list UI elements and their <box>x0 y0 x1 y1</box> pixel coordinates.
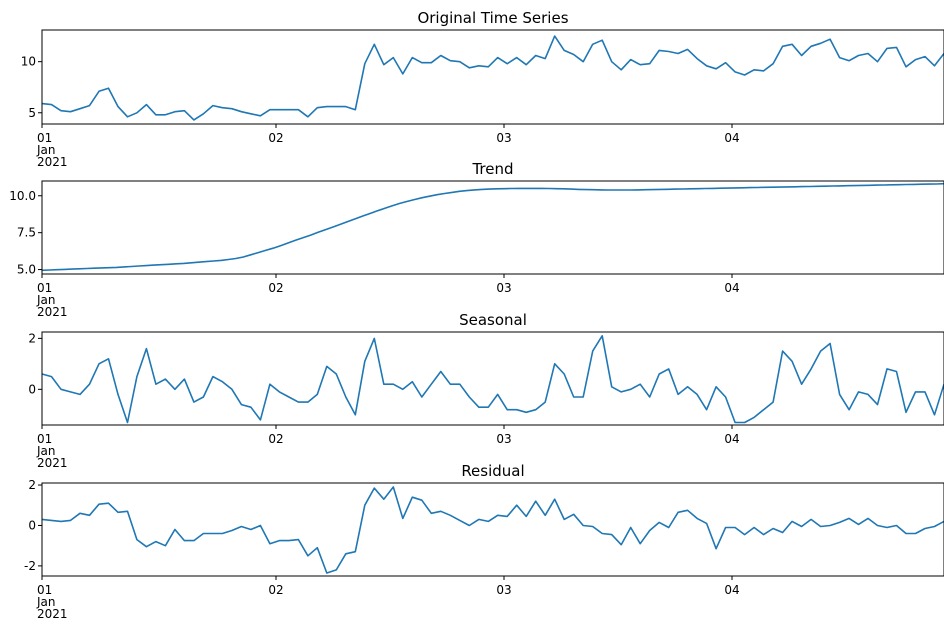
y-tick-label: 2 <box>28 331 36 345</box>
x-tick-label: 01 <box>37 131 52 145</box>
series-line <box>41 182 944 272</box>
y-tick-label: 0 <box>28 382 36 396</box>
y-tick-label: 7.5 <box>17 226 36 240</box>
x-tick-label: 2021 <box>37 155 68 169</box>
series-line <box>41 35 944 121</box>
y-tick-label: 10 <box>21 55 36 69</box>
x-tick-label: Jan <box>36 444 56 458</box>
panel-title: Original Time Series <box>417 9 568 27</box>
x-tick-label: 02 <box>268 583 283 597</box>
x-tick-label: 02 <box>268 281 283 295</box>
x-tick-label: 2021 <box>37 456 68 470</box>
x-tick-label: 01 <box>37 281 52 295</box>
x-tick-label: 03 <box>496 131 511 145</box>
y-tick-label: 0 <box>28 518 36 532</box>
y-tick-label: -2 <box>24 559 36 573</box>
axes-frame <box>41 180 944 275</box>
x-tick-label: Jan <box>36 143 56 157</box>
x-tick-label: 01 <box>37 583 52 597</box>
x-tick-label: 03 <box>496 432 511 446</box>
x-tick-label: 03 <box>496 281 511 295</box>
axes-frame <box>41 29 944 125</box>
x-tick-label: 2021 <box>37 607 68 621</box>
x-tick-label: 01 <box>37 432 52 446</box>
y-tick-label: 5 <box>28 106 36 120</box>
axes-frame <box>41 331 944 426</box>
x-tick-label: 03 <box>496 583 511 597</box>
x-tick-label: 04 <box>724 131 739 145</box>
series-line <box>41 334 944 424</box>
x-tick-label: Jan <box>36 595 56 609</box>
y-tick-label: 10.0 <box>9 189 36 203</box>
x-tick-label: 04 <box>724 583 739 597</box>
panel-title: Seasonal <box>459 311 527 329</box>
x-tick-label: Jan <box>36 293 56 307</box>
x-tick-label: 2021 <box>37 305 68 319</box>
panel-title: Trend <box>471 160 513 178</box>
series-line <box>41 486 944 574</box>
x-tick-label: 02 <box>268 131 283 145</box>
y-tick-label: 5.0 <box>17 263 36 277</box>
panel-title: Residual <box>461 462 524 480</box>
y-tick-label: 2 <box>28 478 36 492</box>
x-tick-label: 04 <box>724 281 739 295</box>
axes-frame <box>41 482 944 577</box>
x-tick-label: 04 <box>724 432 739 446</box>
x-tick-label: 02 <box>268 432 283 446</box>
